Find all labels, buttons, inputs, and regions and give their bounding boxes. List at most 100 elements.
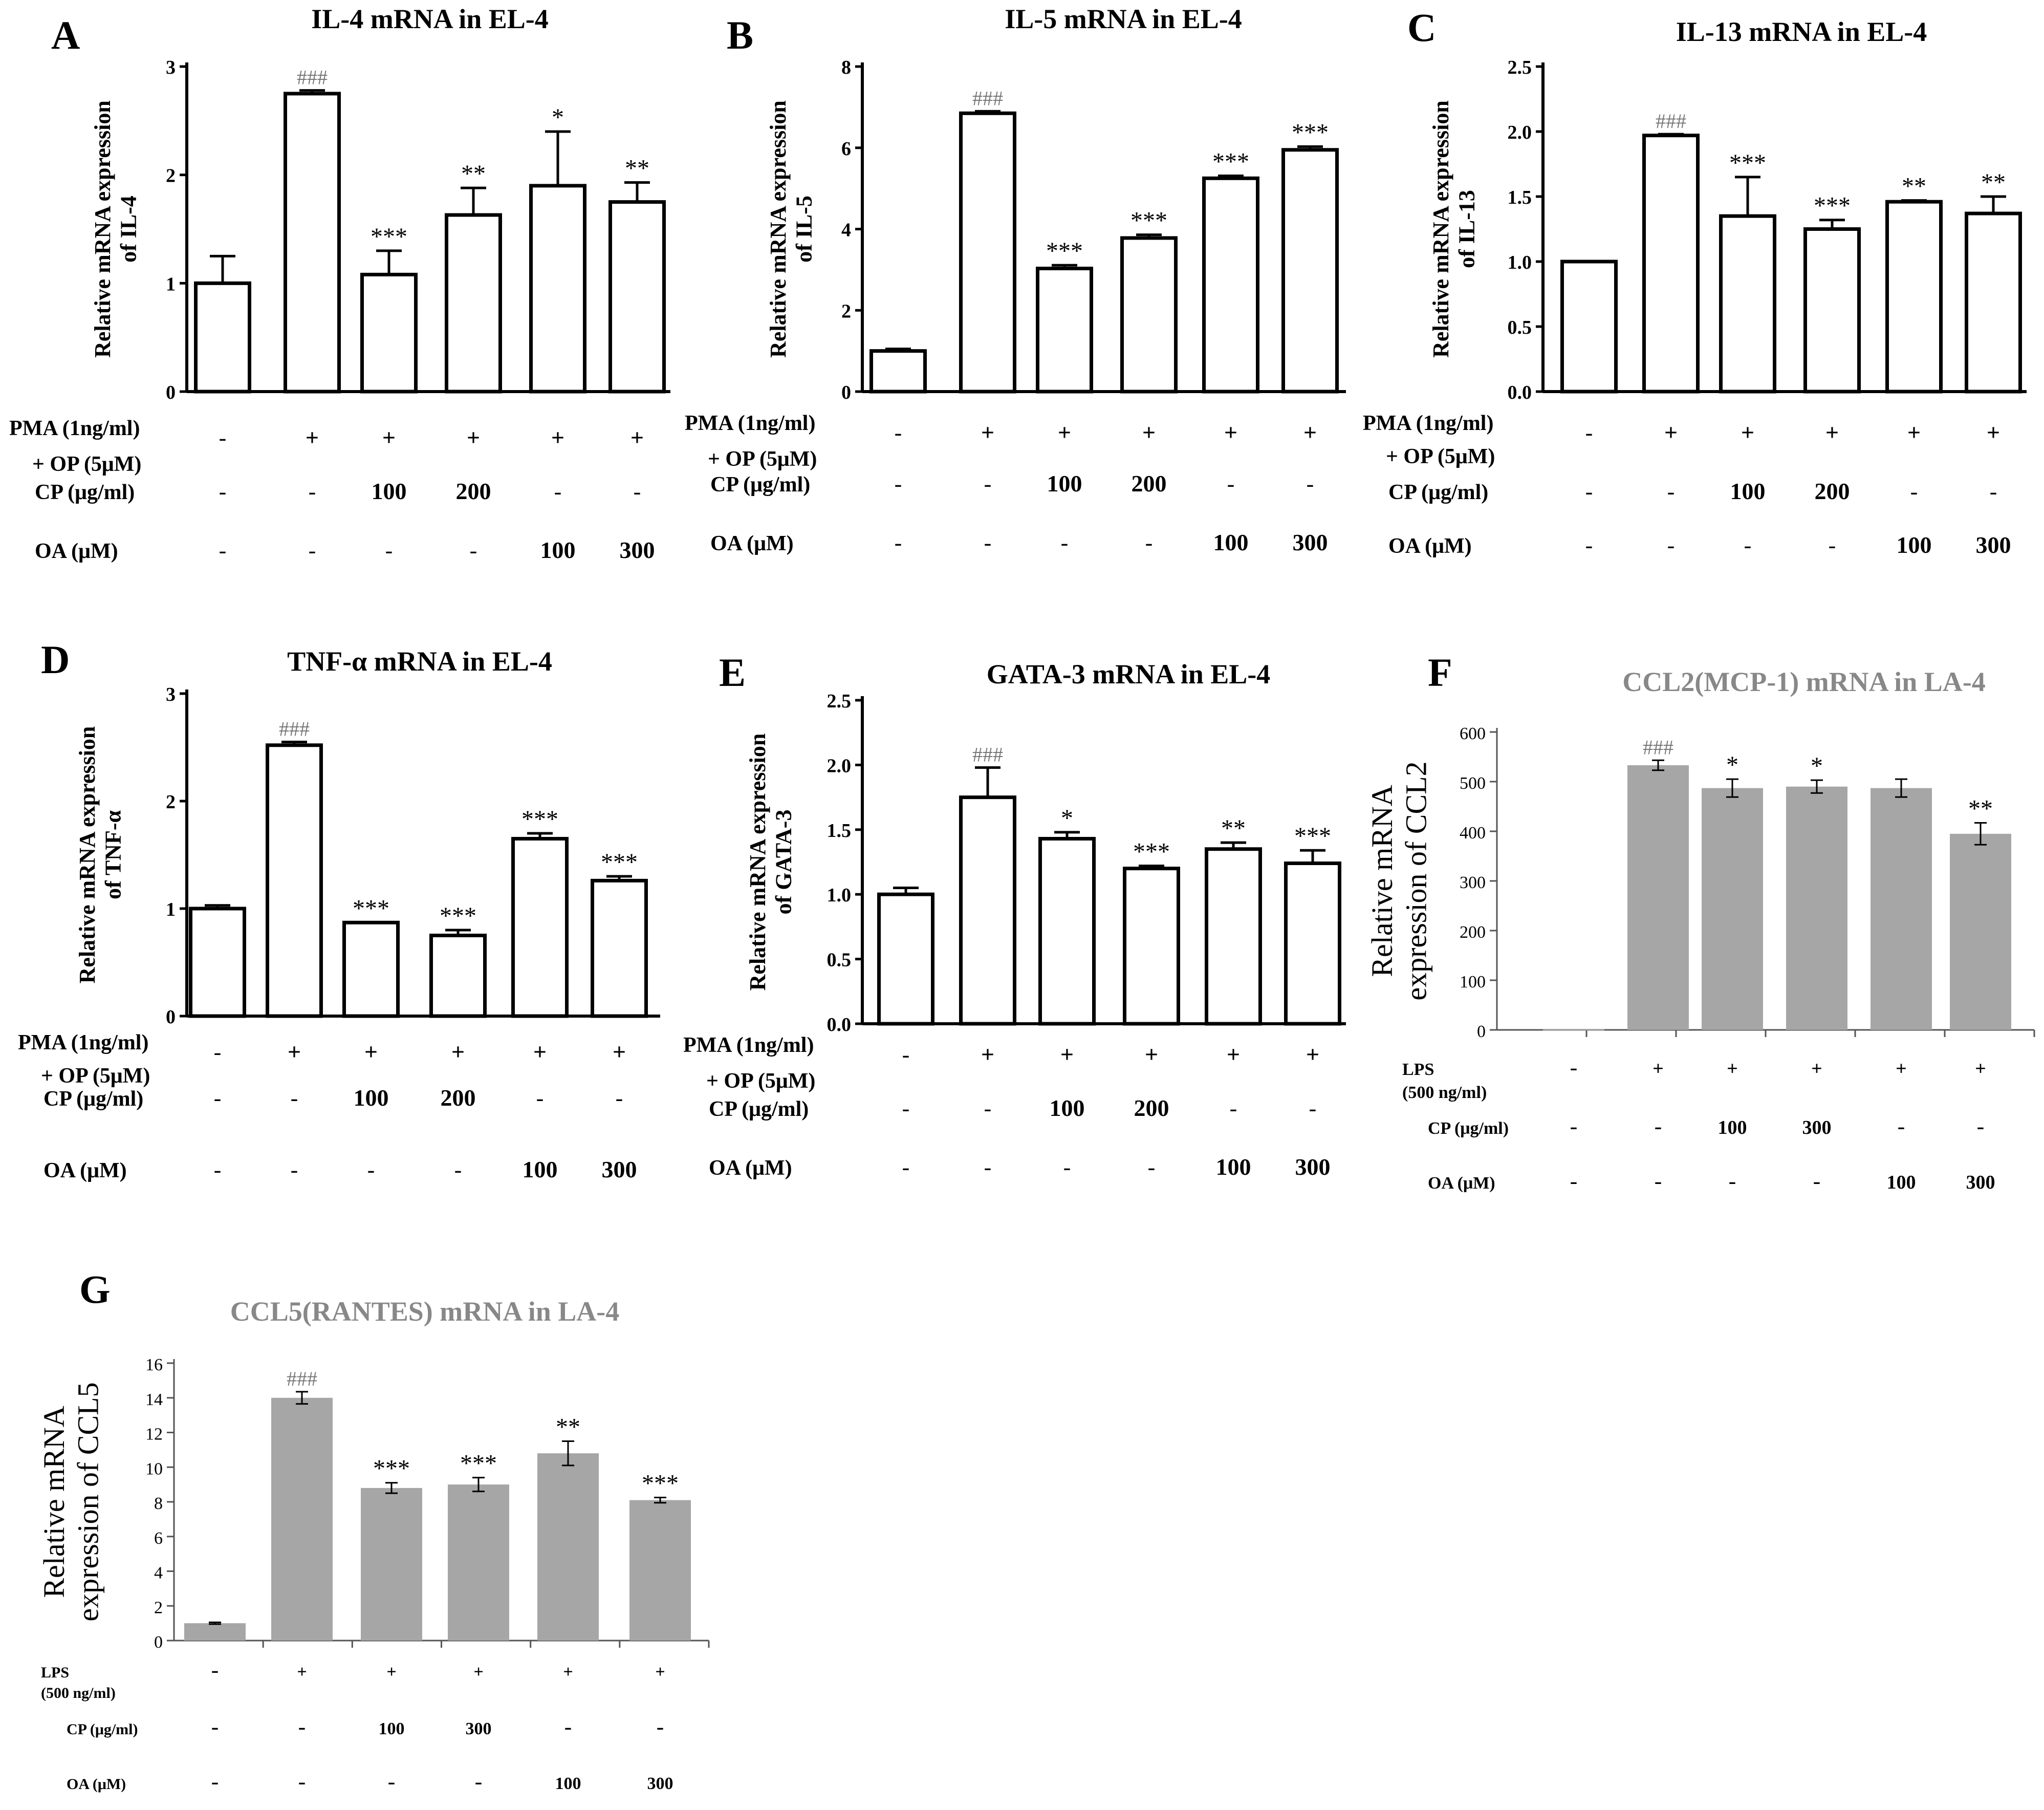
condition-value: - xyxy=(1655,1114,1662,1139)
y-axis-label: Relative mRNA expressionof GATA-3 xyxy=(745,734,796,991)
y-tick-label: 300 xyxy=(1460,873,1486,892)
condition-value: - xyxy=(984,1155,992,1180)
y-tick-label: 1 xyxy=(166,273,176,295)
condition-label: LPS xyxy=(1402,1060,1434,1079)
significance-label: ** xyxy=(1968,795,1993,823)
condition-label: CP (μg/ml) xyxy=(710,473,810,497)
condition-value: - xyxy=(1813,1169,1821,1194)
condition-value: - xyxy=(634,479,641,504)
condition-value: + xyxy=(1652,1058,1664,1080)
panel-letter: C xyxy=(1407,5,1436,50)
significance-label: *** xyxy=(1133,838,1170,866)
condition-value: - xyxy=(1829,533,1836,558)
significance-label: *** xyxy=(1814,192,1851,220)
bar xyxy=(1543,1029,1604,1031)
condition-value: - xyxy=(1977,1114,1985,1139)
condition-value: - xyxy=(211,1769,219,1794)
condition-value: + xyxy=(981,419,994,445)
condition-value: 200 xyxy=(1134,1095,1169,1121)
panel-letter: F xyxy=(1428,650,1452,695)
condition-value: - xyxy=(309,479,316,504)
y-axis-label-line: Relative mRNA expression xyxy=(1428,100,1453,358)
significance-label: * xyxy=(1726,751,1738,779)
condition-value: 100 xyxy=(1050,1095,1085,1121)
y-axis-label-line: of IL-13 xyxy=(1454,190,1480,268)
y-tick-label: 2.5 xyxy=(1508,57,1532,78)
condition-value: - xyxy=(291,1086,298,1111)
condition-value: - xyxy=(475,1769,483,1794)
condition-value: - xyxy=(1570,1169,1578,1194)
condition-label: OA (μM) xyxy=(709,1156,792,1180)
panel-b: B IL-5 mRNA in EL-4 Relative mRNA expressi… xyxy=(685,4,1346,555)
condition-value: 100 xyxy=(354,1085,389,1111)
y-axis-label: Relative mRNA expressionof IL-4 xyxy=(90,100,141,358)
condition-value: 100 xyxy=(372,478,407,504)
condition-value: - xyxy=(1063,1155,1071,1180)
condition-value: - xyxy=(1145,530,1153,555)
condition-value: + xyxy=(1987,419,2000,445)
significance-label: *** xyxy=(521,806,558,833)
significance-label: ** xyxy=(1221,815,1246,842)
y-axis-label: Relative mRNAexpression of CCL2 xyxy=(1365,761,1433,1000)
condition-value: + xyxy=(1142,419,1156,445)
condition-value: - xyxy=(1309,1096,1317,1121)
bar xyxy=(959,795,1016,1026)
condition-value: 100 xyxy=(1216,1154,1251,1180)
bar xyxy=(1281,148,1339,394)
panel-d: D TNF-α mRNA in EL-4 Relative mRNA express… xyxy=(18,637,660,1182)
condition-value: - xyxy=(1585,533,1593,558)
condition-value: - xyxy=(298,1769,306,1794)
condition-label-line2: (500 ng/ml) xyxy=(1402,1083,1487,1102)
y-tick-label: 0.0 xyxy=(1508,382,1532,403)
bar xyxy=(1871,788,1932,1030)
significance-label: *** xyxy=(353,895,389,922)
y-axis-label-line: of IL-4 xyxy=(116,196,141,263)
condition-value: 300 xyxy=(1293,529,1328,555)
panel-e: E GATA-3 mRNA in EL-4 Relative mRNA expres… xyxy=(683,650,1346,1180)
y-tick-label: 8 xyxy=(841,57,851,78)
condition-label: CP (μg/ml) xyxy=(1388,481,1488,504)
significance-label: ** xyxy=(1981,169,2006,196)
condition-value: + xyxy=(364,1039,378,1065)
condition-value: 100 xyxy=(1887,1172,1916,1193)
condition-label-line2: + OP (5μM) xyxy=(708,447,817,471)
y-tick-label: 14 xyxy=(145,1390,163,1409)
y-tick-label: 200 xyxy=(1460,923,1486,942)
condition-value: - xyxy=(902,1096,910,1121)
significance-label: ** xyxy=(461,160,486,187)
condition-value: + xyxy=(981,1041,994,1067)
condition-value: 300 xyxy=(647,1774,673,1793)
condition-value: + xyxy=(451,1039,465,1065)
condition-label: OA (μM) xyxy=(1388,534,1472,558)
condition-value: - xyxy=(298,1714,306,1739)
bar xyxy=(429,934,487,1018)
condition-value: + xyxy=(1145,1041,1158,1067)
condition-value: + xyxy=(1811,1058,1822,1080)
significance-label: ### xyxy=(1643,736,1673,759)
y-tick-label: 0 xyxy=(1477,1022,1486,1041)
bar xyxy=(284,92,341,394)
condition-value: 200 xyxy=(1132,470,1167,497)
y-tick-label: 0 xyxy=(166,1006,176,1028)
y-tick-label: 400 xyxy=(1460,824,1486,843)
condition-value: - xyxy=(385,538,393,563)
condition-label: CP (μg/ml) xyxy=(67,1721,138,1738)
panel-letter: G xyxy=(79,1267,111,1311)
significance-label: ### xyxy=(1656,110,1686,133)
bar xyxy=(1803,227,1861,394)
condition-value: 100 xyxy=(1718,1117,1747,1138)
y-tick-label: 1.5 xyxy=(1508,187,1532,208)
y-tick-label: 2.5 xyxy=(827,691,852,712)
condition-value: - xyxy=(1898,1114,1905,1139)
condition-value: - xyxy=(219,479,227,504)
condition-value: 100 xyxy=(1213,529,1249,555)
chart-title: IL-4 mRNA in EL-4 xyxy=(311,4,549,34)
y-tick-label: 4 xyxy=(154,1564,163,1583)
condition-value: + xyxy=(1664,419,1678,445)
condition-value: - xyxy=(984,1096,992,1121)
y-tick-label: 0.5 xyxy=(1508,317,1532,338)
condition-label: PMA (1ng/ml) xyxy=(683,1033,814,1057)
y-axis-label: Relative mRNA expressionof IL-5 xyxy=(766,100,817,358)
condition-value: + xyxy=(563,1663,573,1682)
condition-label: CP (μg/ml) xyxy=(44,1087,143,1111)
